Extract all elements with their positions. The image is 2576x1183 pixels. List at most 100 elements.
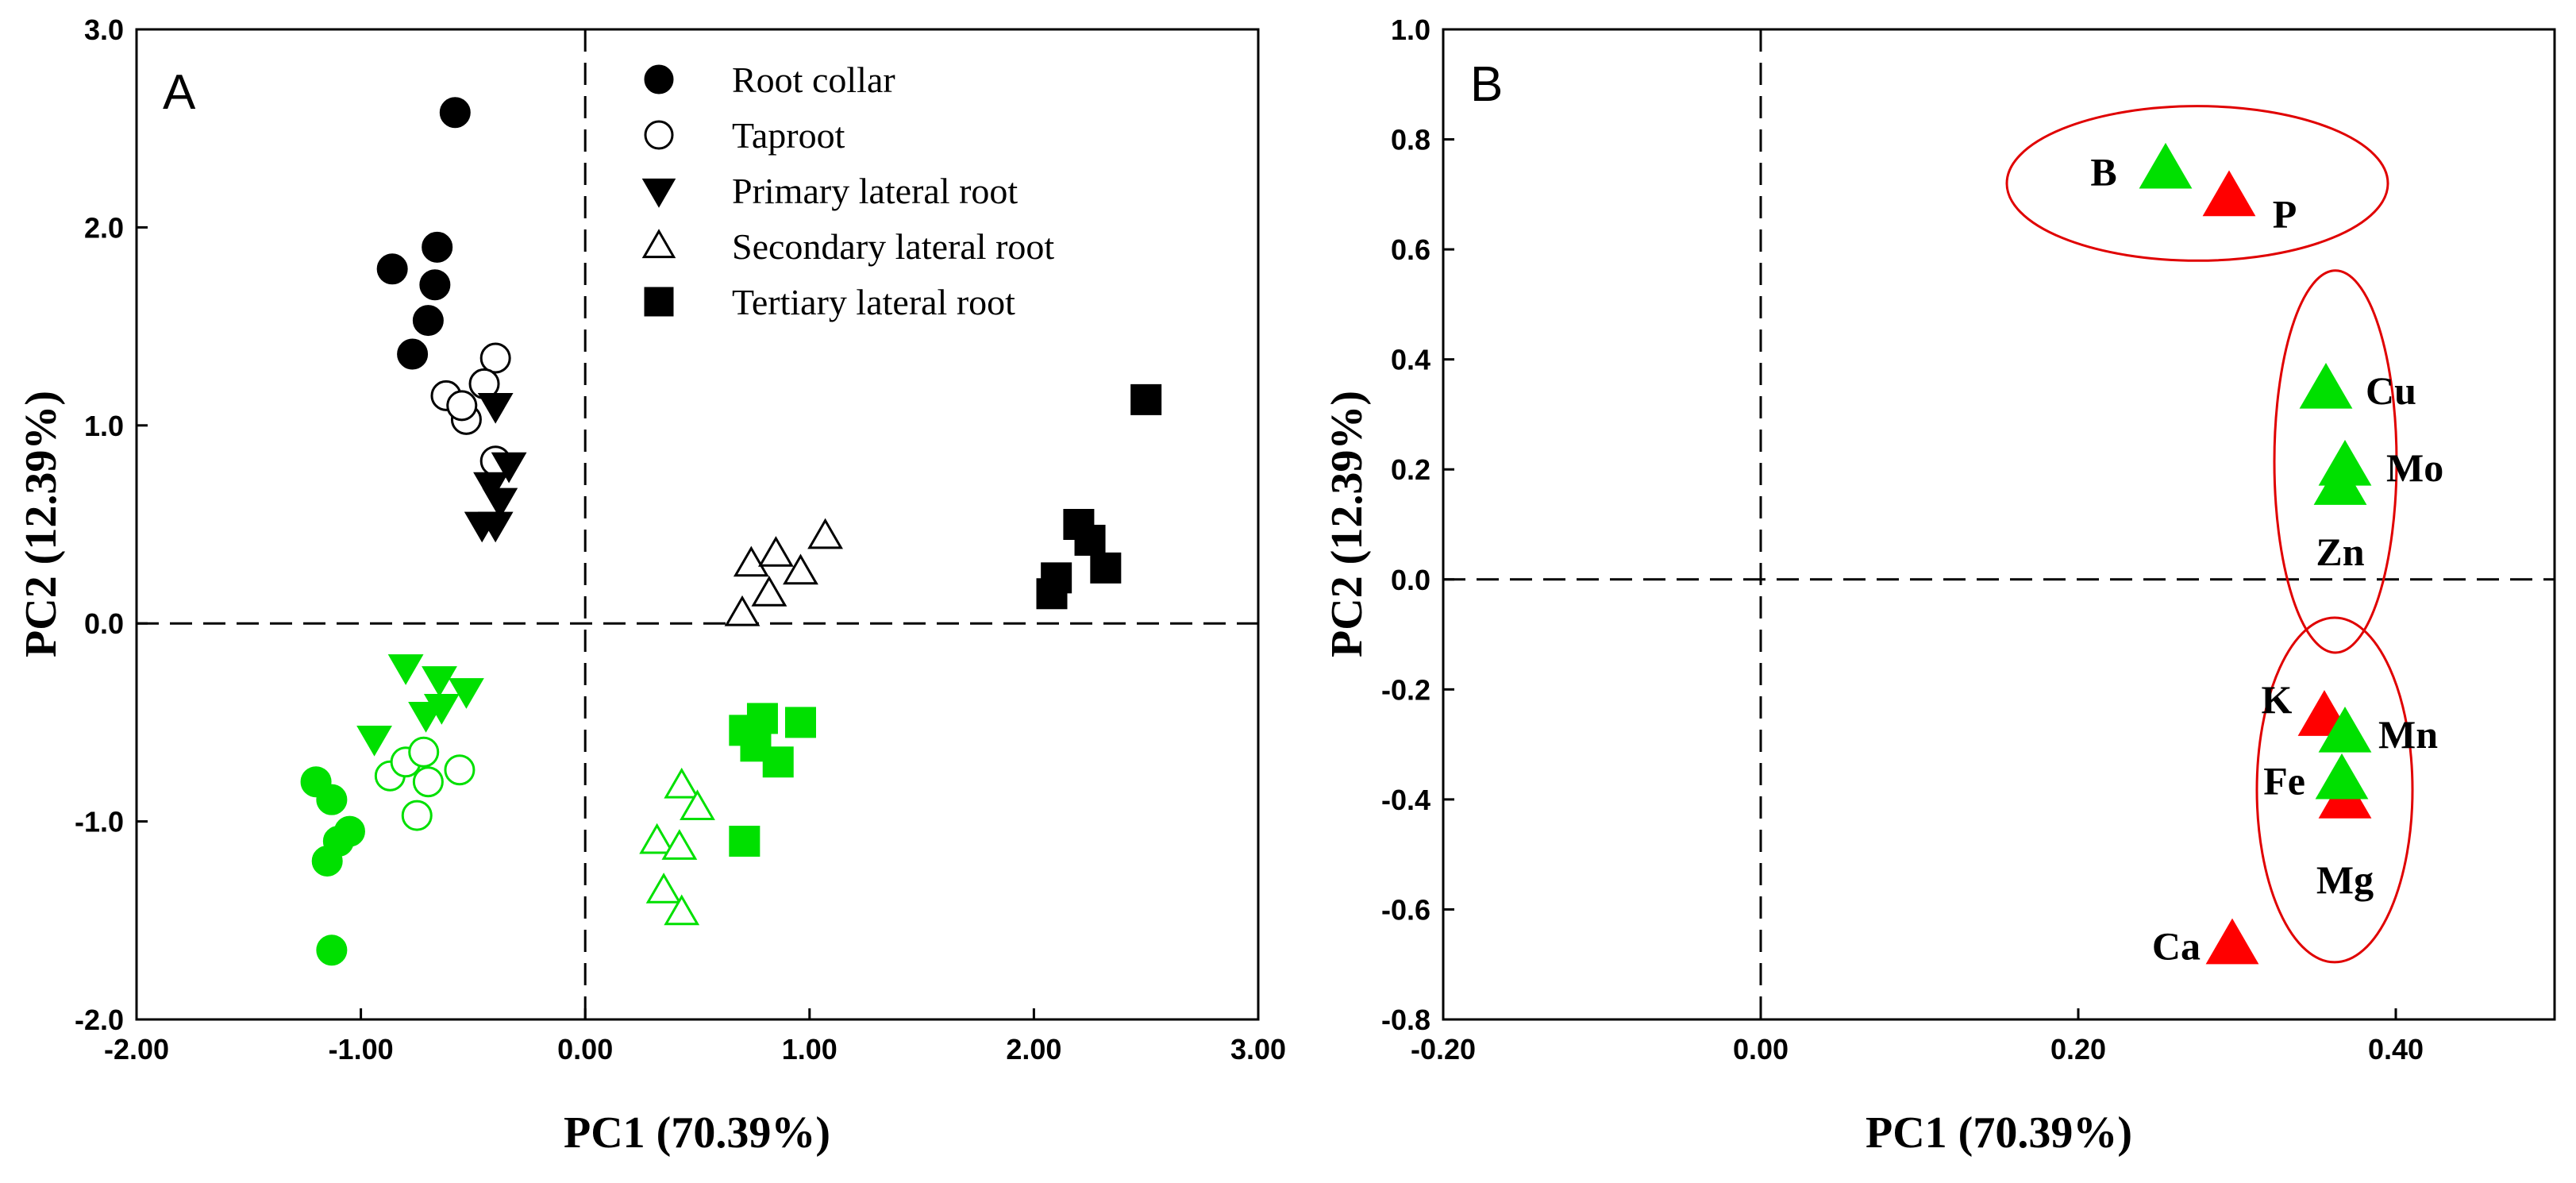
element-label: Ca xyxy=(2152,923,2201,968)
y-tick-label: -0.4 xyxy=(1381,784,1430,816)
data-point xyxy=(311,845,343,877)
y-tick-label: -0.2 xyxy=(1381,673,1430,706)
data-point xyxy=(645,873,682,904)
panel-b-letter: B xyxy=(1470,57,1503,112)
x-tick-label: 2.00 xyxy=(1006,1033,1061,1065)
data-point xyxy=(412,305,444,337)
data-point xyxy=(397,338,429,370)
data-point xyxy=(408,736,440,768)
data-point xyxy=(439,97,471,129)
panel-a-marks xyxy=(300,97,1162,966)
y-tick-label: 3.0 xyxy=(84,13,124,46)
x-tick-label: 1.00 xyxy=(782,1033,837,1065)
y-tick-label: 0.2 xyxy=(1391,453,1430,486)
panel-b-marks: B P Cu Mo Zn K Mn Mg Fe Ca xyxy=(2090,142,2443,968)
panel-a-y-axis-title: PC2 (12.39%) xyxy=(17,391,66,657)
y-tick-label: -2.0 xyxy=(75,1004,124,1036)
group-ellipse xyxy=(2273,269,2398,654)
data-point xyxy=(783,553,818,585)
data-point xyxy=(762,746,794,778)
data-point xyxy=(664,894,700,926)
element-label: Mg xyxy=(2316,857,2374,902)
element-label: B xyxy=(2090,150,2116,195)
data-point xyxy=(482,487,518,519)
legend-label: Tertiary lateral root xyxy=(732,282,1015,322)
legend-marker xyxy=(641,178,676,208)
data-point xyxy=(422,666,457,697)
element-label: Zn xyxy=(2316,530,2364,574)
panel-b-x-axis-title: PC1 (70.39%) xyxy=(1866,1108,2132,1158)
data-point xyxy=(1130,383,1162,415)
y-tick-label: 1.0 xyxy=(84,410,124,442)
y-tick-label: 2.0 xyxy=(84,211,124,244)
x-tick-label: -0.20 xyxy=(1411,1033,1476,1065)
x-tick-label: 0.00 xyxy=(557,1033,613,1065)
data-point xyxy=(1074,524,1106,556)
legend-label: Primary lateral root xyxy=(732,171,1018,211)
y-tick-label: 0.4 xyxy=(1391,344,1430,376)
group-ellipse xyxy=(2005,105,2389,262)
element-label: Mo xyxy=(2386,445,2443,490)
data-point xyxy=(724,595,760,626)
data-point xyxy=(316,784,348,815)
x-tick-label: -1.00 xyxy=(329,1033,394,1065)
element-point xyxy=(2313,459,2367,505)
panel-a-letter: A xyxy=(163,65,196,120)
y-tick-label: 0.0 xyxy=(1391,564,1430,596)
data-point xyxy=(729,826,760,857)
data-point xyxy=(661,829,698,860)
element-label: P xyxy=(2273,191,2297,236)
data-point xyxy=(387,654,424,685)
panel-b-plot-frame xyxy=(1442,28,2556,1021)
element-label: K xyxy=(2262,677,2293,722)
legend-marker xyxy=(644,64,674,94)
data-point xyxy=(491,452,527,484)
panel-b-ticks: -0.20 0.00 0.20 0.40 -0.8 -0.6 -0.4 -0.2 0.0 0.2 0… xyxy=(1381,13,2424,1065)
panel-b-group-ellipses xyxy=(2005,105,2414,964)
data-point xyxy=(740,730,772,762)
x-tick-label: 0.40 xyxy=(2368,1033,2424,1065)
element-point xyxy=(2139,142,2193,189)
data-point xyxy=(444,754,476,786)
data-point xyxy=(758,536,794,567)
legend-marker xyxy=(641,229,676,259)
panel-a-x-axis-title: PC1 (70.39%) xyxy=(564,1108,830,1158)
data-point xyxy=(1036,578,1068,610)
data-point xyxy=(408,702,444,733)
y-tick-label: 0.8 xyxy=(1391,124,1430,156)
panel-a-legend: Root collar Taproot Primary lateral root Se… xyxy=(641,60,1054,322)
data-point xyxy=(401,800,433,831)
data-point xyxy=(422,231,453,263)
legend-label: Root collar xyxy=(732,60,895,100)
panel-a: A -2.00 -1.00 0.00 1.00 2.00 3.00 -2.0 -1.0 0.0 1… xyxy=(17,13,1286,1158)
data-point xyxy=(449,678,484,709)
legend-label: Secondary lateral root xyxy=(732,226,1054,267)
y-tick-label: 0.0 xyxy=(84,607,124,640)
group-ellipse xyxy=(2255,616,2414,964)
data-point xyxy=(473,472,509,503)
y-tick-label: -0.8 xyxy=(1381,1004,1430,1036)
panel-a-ticks: -2.00 -1.00 0.00 1.00 2.00 3.00 -2.0 -1.0 0.0 1.0… xyxy=(75,13,1286,1065)
legend-label: Taproot xyxy=(732,115,845,156)
x-tick-label: 3.00 xyxy=(1230,1033,1286,1065)
element-label: Mn xyxy=(2378,712,2438,757)
legend-marker xyxy=(644,287,674,317)
y-tick-label: -1.0 xyxy=(75,806,124,838)
data-point xyxy=(419,269,451,301)
data-point xyxy=(446,390,478,422)
x-tick-label: 0.00 xyxy=(1733,1033,1789,1065)
data-point xyxy=(807,518,843,549)
element-label: Fe xyxy=(2263,759,2305,803)
element-point xyxy=(2205,918,2259,965)
element-label: Cu xyxy=(2366,368,2416,413)
element-point xyxy=(2315,753,2369,800)
panel-b: B -0.20 0.00 0.20 0.40 -0.8 -0.6 -0.4 -0.2 0.0 0.… xyxy=(1323,13,2556,1158)
panel-a-plot-frame xyxy=(135,28,1260,1021)
data-point xyxy=(664,767,700,799)
data-point xyxy=(639,823,676,854)
element-point xyxy=(2299,362,2353,409)
data-point xyxy=(1090,552,1122,584)
data-point xyxy=(356,725,392,757)
panel-b-reference-lines xyxy=(1443,29,2555,1019)
